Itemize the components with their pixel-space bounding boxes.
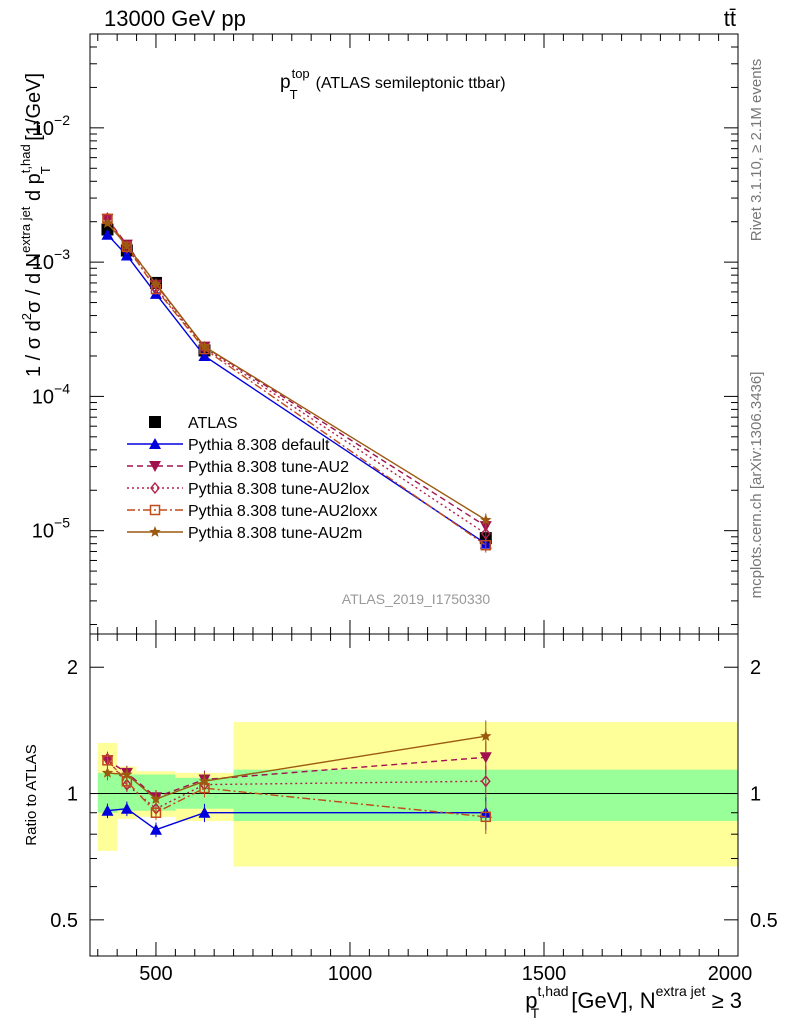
series-4 bbox=[101, 720, 492, 807]
data-point bbox=[120, 249, 133, 261]
legend-entry: Pythia 8.308 tune-AU2lox bbox=[127, 481, 369, 498]
y-tick-label-right: 0.5 bbox=[750, 910, 778, 932]
series-4 bbox=[102, 213, 492, 553]
y-tick-label-right: 2 bbox=[750, 657, 761, 679]
x-tick-label: 1500 bbox=[522, 963, 567, 985]
legend-label: Pythia 8.308 tune-AU2m bbox=[188, 525, 362, 542]
plot-title: ptop T(ATLAS semileptonic ttbar) bbox=[280, 66, 506, 102]
stat-uncertainty-band bbox=[97, 772, 118, 813]
main-panel: 10−5 10−4 10−3 10−2 ptop T(ATLAS semileptoni… bbox=[18, 33, 739, 635]
data-point bbox=[198, 340, 211, 352]
ratio-y-axis-label: Ratio to ATLAS bbox=[23, 744, 40, 845]
y-tick-label: 10−2 bbox=[32, 112, 70, 140]
data-point bbox=[121, 768, 133, 780]
ratio-panel: 0.5 0.5 1 1 2 2 500 1000 1500 2000 Ratio to ATLAS… bbox=[23, 633, 778, 1021]
legend-marker bbox=[149, 526, 161, 537]
data-point bbox=[150, 807, 162, 818]
data-point bbox=[198, 806, 211, 818]
data-point bbox=[101, 228, 114, 240]
data-point bbox=[102, 755, 113, 766]
data-point bbox=[101, 217, 114, 228]
data-point bbox=[150, 277, 162, 289]
legend-marker bbox=[149, 461, 161, 472]
ratio-plot-frame bbox=[89, 633, 739, 957]
series-5 bbox=[101, 217, 492, 528]
legend-marker bbox=[149, 416, 161, 428]
legend-marker bbox=[149, 504, 161, 516]
x-tick-label: 1000 bbox=[328, 963, 373, 985]
analysis-id: ATLAS_2019_I1750330 bbox=[342, 591, 491, 607]
data-point bbox=[480, 514, 492, 525]
data-point bbox=[120, 802, 133, 814]
data-point bbox=[150, 793, 162, 804]
data-point bbox=[480, 539, 492, 551]
legend-label: Pythia 8.308 default bbox=[188, 437, 330, 454]
data-point bbox=[101, 766, 114, 778]
legend-marker bbox=[150, 481, 160, 495]
legend-entry: ATLAS bbox=[149, 415, 238, 432]
legend-label: Pythia 8.308 tune-AU2 bbox=[188, 459, 349, 476]
data-point bbox=[198, 349, 211, 361]
data-point bbox=[121, 778, 132, 791]
y-tick-label: 2 bbox=[67, 657, 78, 679]
y-tick-label-right: 1 bbox=[750, 784, 761, 806]
header-collision: 13000 GeV pp bbox=[104, 6, 246, 31]
legend-marker bbox=[149, 438, 161, 449]
data-point bbox=[101, 804, 114, 816]
rivet-version-label: Rivet 3.1.10, ≥ 2.1M events bbox=[748, 59, 765, 242]
x-tick-label: 2000 bbox=[708, 963, 753, 985]
data-point bbox=[480, 775, 491, 788]
legend-entry: Pythia 8.308 tune-AU2 bbox=[127, 459, 349, 476]
x-axis-label: pt,had T [GeV], Nextra jet ≥ 3 bbox=[525, 983, 742, 1021]
data-point bbox=[480, 811, 492, 823]
y-tick-label: 10−4 bbox=[32, 380, 70, 408]
legend-label: ATLAS bbox=[188, 415, 238, 432]
data-point bbox=[480, 730, 492, 741]
legend-label: Pythia 8.308 tune-AU2loxx bbox=[188, 503, 377, 520]
legend-entry: Pythia 8.308 tune-AU2m bbox=[127, 525, 362, 542]
y-tick-label: 0.5 bbox=[50, 910, 78, 932]
legend: ATLAS Pythia 8.308 default Pythia 8.308 tu… bbox=[127, 415, 377, 542]
y-tick-label: 1 bbox=[67, 784, 78, 806]
main-y-axis-label: 1 / σ d2σ / d Nextra jet d pt,had T [1/Ge… bbox=[18, 73, 53, 377]
legend-entry: Pythia 8.308 default bbox=[127, 437, 330, 454]
data-point bbox=[121, 239, 133, 251]
x-tick-label: 500 bbox=[139, 963, 172, 985]
data-point bbox=[149, 823, 162, 835]
y-tick-label: 10−3 bbox=[32, 246, 70, 274]
legend-entry: Pythia 8.308 tune-AU2loxx bbox=[127, 503, 377, 520]
data-point bbox=[479, 752, 492, 764]
y-tick-label: 10−5 bbox=[32, 515, 70, 543]
header-process: tt̄ bbox=[724, 6, 736, 31]
mcplots-label: mcplots.cern.ch [arXiv:1306.3436] bbox=[748, 372, 765, 599]
data-point bbox=[198, 775, 211, 787]
legend-label: Pythia 8.308 tune-AU2lox bbox=[188, 481, 369, 498]
